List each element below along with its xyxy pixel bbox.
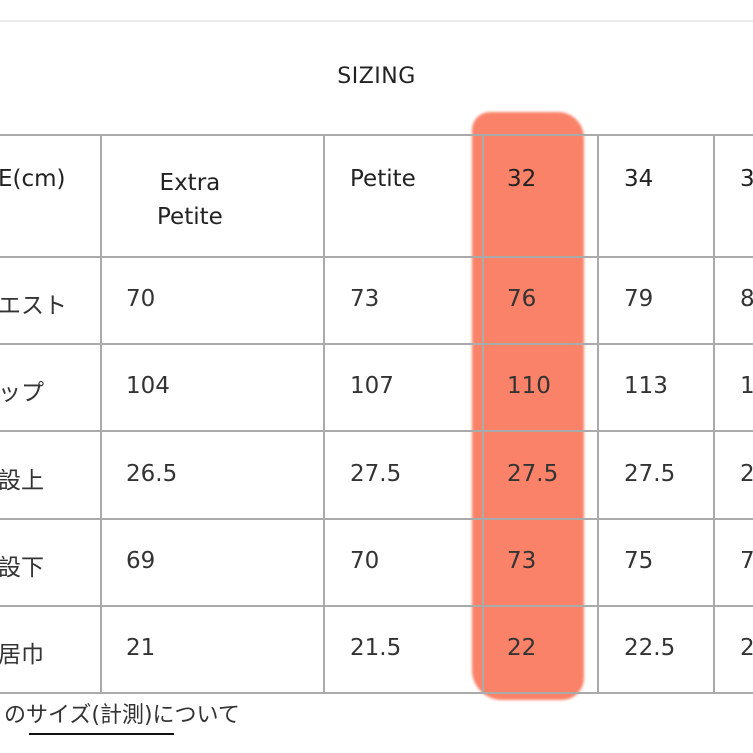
table-cell: 7 (740, 548, 753, 574)
table-cell: 75 (624, 548, 654, 574)
table-cell: 107 (350, 373, 394, 399)
page-title: SIZING (337, 64, 416, 89)
row-divider (0, 605, 753, 607)
table-cell: 2 (740, 461, 753, 487)
column-header: Extra Petite (157, 170, 223, 230)
table-cell: 104 (126, 373, 170, 399)
top-divider (0, 20, 753, 22)
row-divider (0, 692, 753, 694)
column-header: 34 (624, 166, 654, 192)
row-label: ップ (0, 380, 44, 406)
table-cell: 21 (126, 635, 156, 661)
column-header: 3 (740, 166, 753, 192)
table-cell: 70 (350, 548, 380, 574)
table-cell: 26.5 (126, 461, 178, 487)
row-divider (0, 134, 753, 136)
table-cell: 27.5 (624, 461, 676, 487)
row-divider (0, 430, 753, 432)
table-cell: 27.5 (350, 461, 402, 487)
table-cell: 21.5 (350, 635, 402, 661)
column-header: Petite (350, 166, 416, 192)
row-divider (0, 518, 753, 520)
link-underline (29, 733, 174, 735)
size-measurement-link[interactable]: サイズ(計測) (26, 703, 153, 728)
table-cell: 70 (126, 286, 156, 312)
table-cell: 8 (740, 286, 753, 312)
row-divider (0, 343, 753, 345)
row-divider (0, 256, 753, 258)
footer-suffix: について (152, 703, 240, 728)
table-cell: 22.5 (624, 635, 676, 661)
column-divider (597, 134, 599, 693)
footer-text: のサイズ(計測)について (4, 697, 240, 729)
row-label: 設下 (0, 555, 44, 581)
table-cell: 1 (740, 373, 753, 399)
footer-prefix: の (4, 703, 27, 728)
table-cell: 73 (350, 286, 380, 312)
column-divider (100, 134, 102, 693)
row-label: エスト (0, 293, 67, 319)
highlight-mark (472, 112, 584, 700)
column-divider (713, 134, 715, 693)
table-cell: 69 (126, 548, 156, 574)
row-label: 設上 (0, 468, 44, 494)
column-divider (323, 134, 325, 693)
table-cell: 79 (624, 286, 654, 312)
table-cell: 113 (624, 373, 668, 399)
row-label: 居巾 (0, 642, 44, 668)
table-cell: 2 (740, 635, 753, 661)
column-header: E(cm) (0, 166, 66, 192)
